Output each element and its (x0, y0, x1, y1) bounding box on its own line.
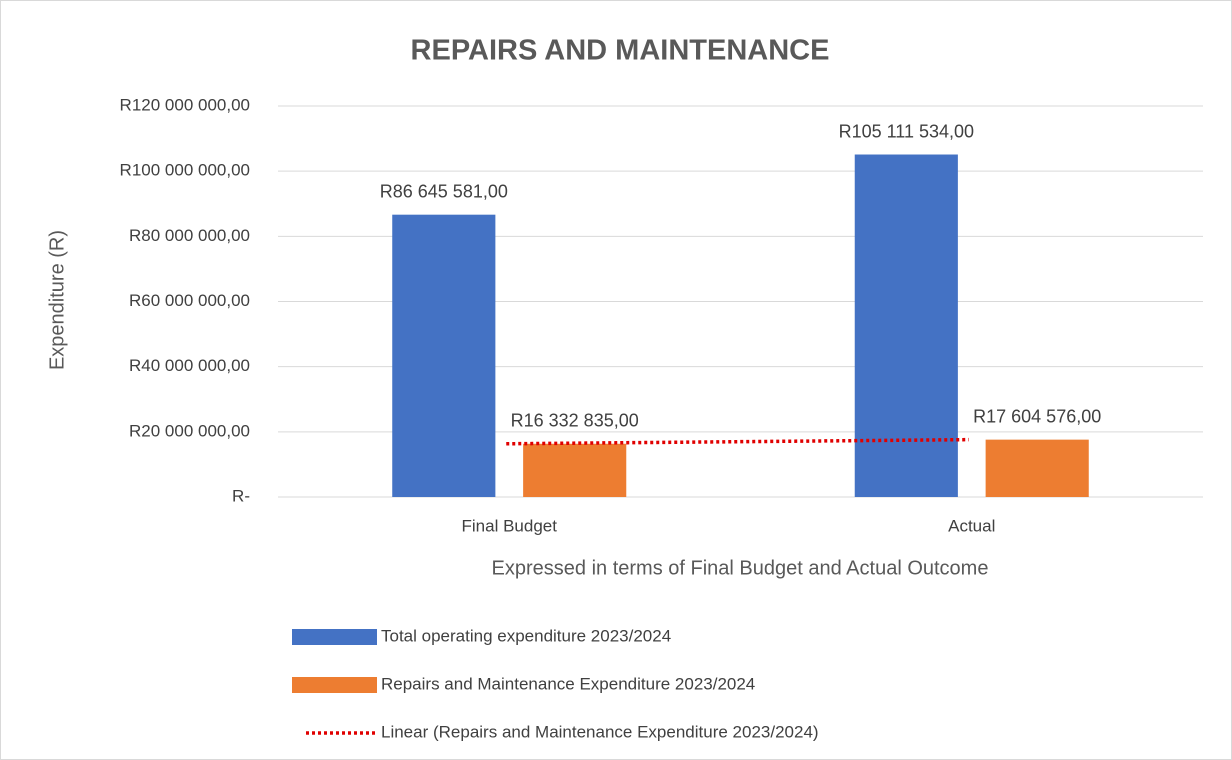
legend-label: Total operating expenditure 2023/2024 (381, 626, 671, 645)
chart-title: REPAIRS AND MAINTENANCE (411, 35, 830, 67)
trendline (506, 437, 969, 446)
legend-swatch (292, 677, 377, 693)
data-label: R17 604 576,00 (973, 406, 1101, 426)
data-label: R105 111 534,00 (839, 121, 974, 141)
data-label: R16 332 835,00 (511, 411, 639, 431)
x-tick-label: Actual (948, 516, 995, 535)
bar (854, 154, 958, 497)
bar (985, 439, 1089, 497)
y-tick-label: R80 000 000,00 (129, 226, 250, 245)
data-label: R86 645 581,00 (380, 181, 508, 201)
legend-label: Repairs and Maintenance Expenditure 2023… (381, 674, 755, 693)
legend-label: Linear (Repairs and Maintenance Expendit… (381, 722, 819, 741)
y-tick-label: R- (232, 486, 250, 505)
y-tick-label: R100 000 000,00 (120, 161, 250, 180)
y-tick-label: R120 000 000,00 (120, 95, 250, 114)
legend-swatch (292, 629, 377, 645)
y-axis-title: Expenditure (R) (46, 230, 68, 370)
y-tick-label: R20 000 000,00 (129, 421, 250, 440)
x-axis-title: Expressed in terms of Final Budget and A… (492, 557, 989, 579)
bar (392, 214, 496, 497)
bar (523, 443, 627, 497)
y-tick-label: R40 000 000,00 (129, 356, 250, 375)
y-tick-label: R60 000 000,00 (129, 291, 250, 310)
x-tick-label: Final Budget (462, 516, 558, 535)
